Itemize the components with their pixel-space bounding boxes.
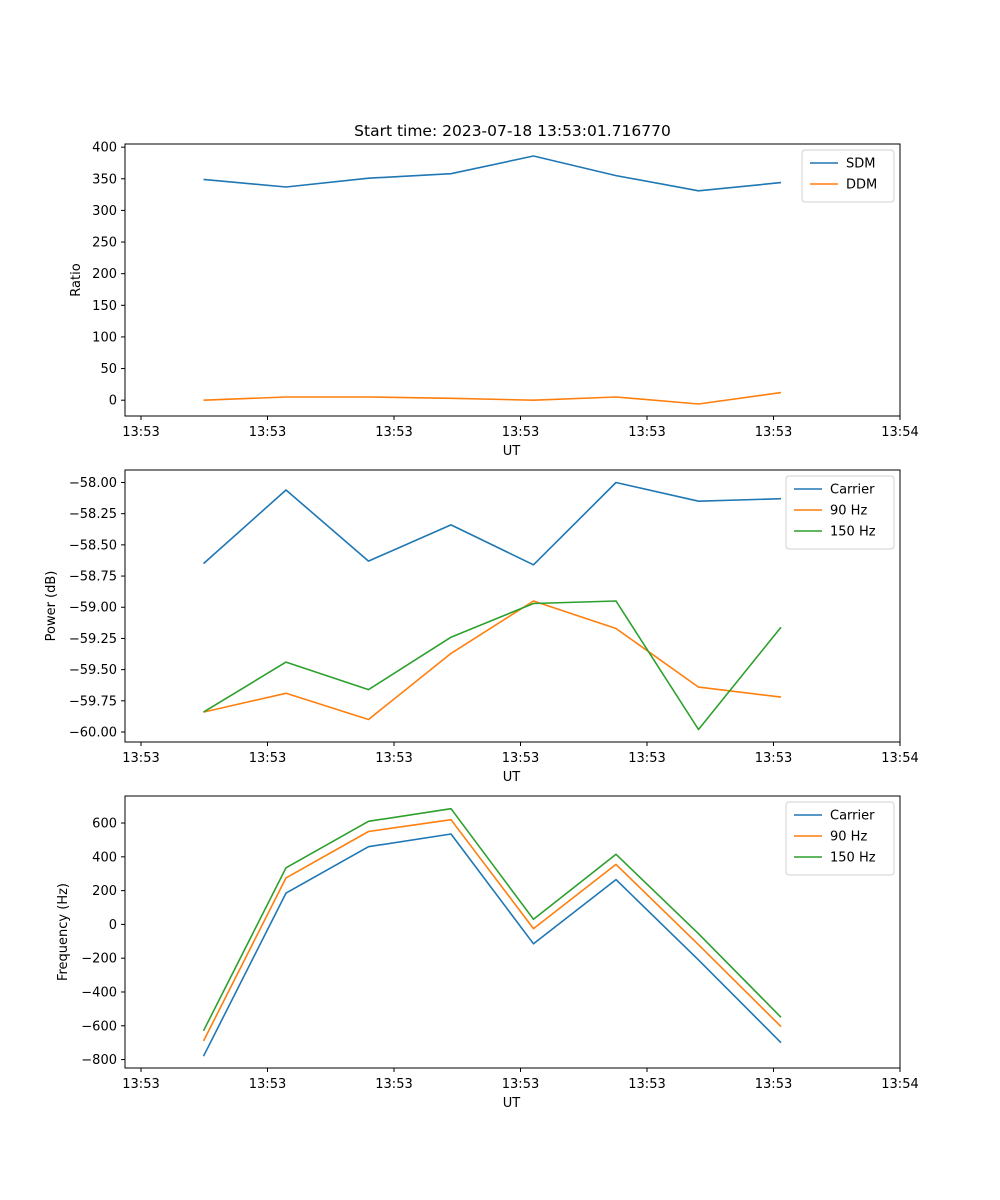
legend: Carrier 90 Hz 150 Hz [785,475,895,550]
y-tick-label: 400 [92,850,117,865]
y-tick-label: −60.00 [69,726,117,741]
y-tick-label: −800 [81,1053,117,1068]
series-line-sdm [203,155,782,192]
y-axis-label: Power (dB) [44,571,59,642]
subplot-3: 13:53 13:53 13:53 13:53 13:53 13:53 13:54 UT −80… [56,795,919,1111]
x-tick-label: 13:53 [502,751,539,766]
y-tick-label: −58.00 [69,476,117,491]
y-tick-label: −58.50 [69,538,117,553]
legend-label: 150 Hz [830,525,876,540]
axes-frame [124,469,901,743]
axes-frame [124,795,901,1069]
y-tick-label: −400 [81,985,117,1000]
x-tick-label: 13:53 [755,1077,792,1092]
series-line-150-hz [203,600,782,731]
legend-label: Carrier [830,809,875,824]
y-tick-label: −59.25 [69,632,117,647]
x-axis-label: UT [503,1096,521,1111]
series-line-carrier [202,481,782,566]
y-tick-label: 0 [109,394,117,409]
legend-label: Carrier [830,483,875,498]
x-tick-label: 13:53 [502,425,539,440]
x-tick-label: 13:54 [881,751,918,766]
subplot-2: 13:53 13:53 13:53 13:53 13:53 13:53 13:54 UT −60… [44,469,919,785]
series-line-90-hz [202,818,782,1042]
y-tick-label: −59.00 [69,601,117,616]
x-tick-label: 13:53 [755,425,792,440]
legend-label: 150 Hz [830,851,876,866]
y-tick-label: 200 [92,884,117,899]
x-tick-label: 13:53 [375,1077,412,1092]
y-tick-label: 50 [100,362,117,377]
series-line-90-hz [203,600,782,721]
y-tick-label: −600 [81,1019,117,1034]
y-axis-label: Ratio [69,263,84,296]
x-tick-label: 13:53 [628,425,665,440]
legend: SDM DDM [801,149,895,203]
subplot-1: Start time: 2023-07-18 13:53:01.716770 13… [69,122,919,459]
x-tick-label: 13:53 [502,1077,539,1092]
y-tick-label: 100 [92,330,117,345]
x-axis-label: UT [503,770,521,785]
x-tick-label: 13:53 [249,751,286,766]
x-tick-label: 13:53 [375,751,412,766]
y-tick-label: 0 [109,918,117,933]
y-tick-label: 200 [92,267,117,282]
y-tick-label: 350 [92,172,117,187]
y-tick-label: −59.50 [69,663,117,678]
y-tick-label: −58.25 [69,507,117,522]
y-tick-label: −200 [81,952,117,967]
y-tick-label: 250 [92,236,117,251]
axes-frame [124,143,901,417]
legend-label: 90 Hz [830,504,867,519]
x-axis-label: UT [503,444,521,459]
legend-label: 90 Hz [830,830,867,845]
legend-label: SDM [846,157,875,172]
y-tick-label: −58.75 [69,570,117,585]
x-tick-label: 13:53 [755,751,792,766]
x-tick-label: 13:53 [628,751,665,766]
x-tick-label: 13:53 [628,1077,665,1092]
legend: Carrier 90 Hz 150 Hz [785,801,895,876]
x-tick-label: 13:53 [249,1077,286,1092]
x-tick-label: 13:53 [122,1077,159,1092]
x-tick-label: 13:53 [375,425,412,440]
x-tick-label: 13:53 [122,751,159,766]
y-tick-label: 300 [92,204,117,219]
x-tick-label: 13:53 [249,425,286,440]
y-tick-label: 150 [92,299,117,314]
y-tick-label: −59.75 [69,694,117,709]
series-line-150-hz [202,807,782,1032]
chart-title: Start time: 2023-07-18 13:53:01.716770 [354,122,671,140]
x-tick-label: 13:54 [881,1077,918,1092]
y-tick-label: 400 [92,141,117,156]
y-axis-label: Frequency (Hz) [56,883,71,981]
series-line-ddm [203,391,782,405]
legend-label: DDM [846,178,877,193]
series-line-carrier [202,833,782,1057]
x-tick-label: 13:53 [122,425,159,440]
y-tick-label: 600 [92,817,117,832]
x-tick-label: 13:54 [881,425,918,440]
